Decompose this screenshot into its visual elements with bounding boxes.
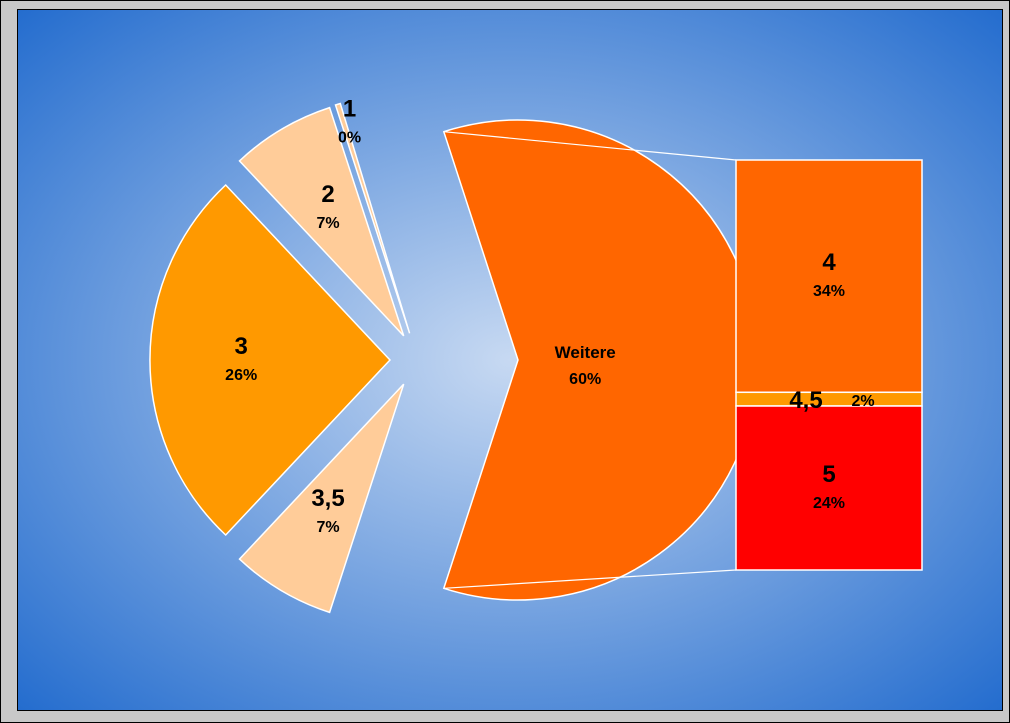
bar-segment-4 <box>735 159 923 394</box>
label-bar-5: 5 <box>822 461 835 488</box>
pie-slice-3 <box>149 183 392 537</box>
pie-slice-1 <box>334 102 411 334</box>
label-bar-4-5-percent: 2% <box>851 393 874 410</box>
label-bar-4-percent: 34% <box>813 283 845 300</box>
label-pie-2-percent: 7% <box>316 215 339 232</box>
label-pie-3-5-percent: 7% <box>316 519 339 536</box>
label-pie-weitere-percent: 60% <box>569 371 601 388</box>
bar-segment-4-5 <box>735 391 923 407</box>
label-pie-1: 1 <box>343 96 356 123</box>
label-pie-3-5: 3,5 <box>311 485 344 512</box>
label-bar-4-5: 4,5 <box>789 387 822 414</box>
label-pie-2: 2 <box>321 181 334 208</box>
pie-slice-2 <box>238 106 405 337</box>
label-pie-weitere: Weitere <box>555 343 616 362</box>
connector-line-top <box>443 131 737 161</box>
label-pie-3-percent: 26% <box>225 367 257 384</box>
label-pie-1-percent: 0% <box>338 130 361 147</box>
label-bar-5-percent: 24% <box>813 495 845 512</box>
chart-area: Weitere 60% 3,5 7% 3 26% 2 7% 1 0% 4 34% 4,5 2% 5 24% <box>17 9 1003 711</box>
connector-line-bottom <box>443 569 737 589</box>
pie-slice-3-5 <box>238 383 405 614</box>
label-pie-3: 3 <box>235 333 248 360</box>
label-bar-4: 4 <box>822 249 836 276</box>
bar-segment-5 <box>735 405 923 571</box>
bar-of-pie-chart: Weitere 60% 3,5 7% 3 26% 2 7% 1 0% 4 34% 4,5 2% 5 24% <box>18 10 1002 710</box>
